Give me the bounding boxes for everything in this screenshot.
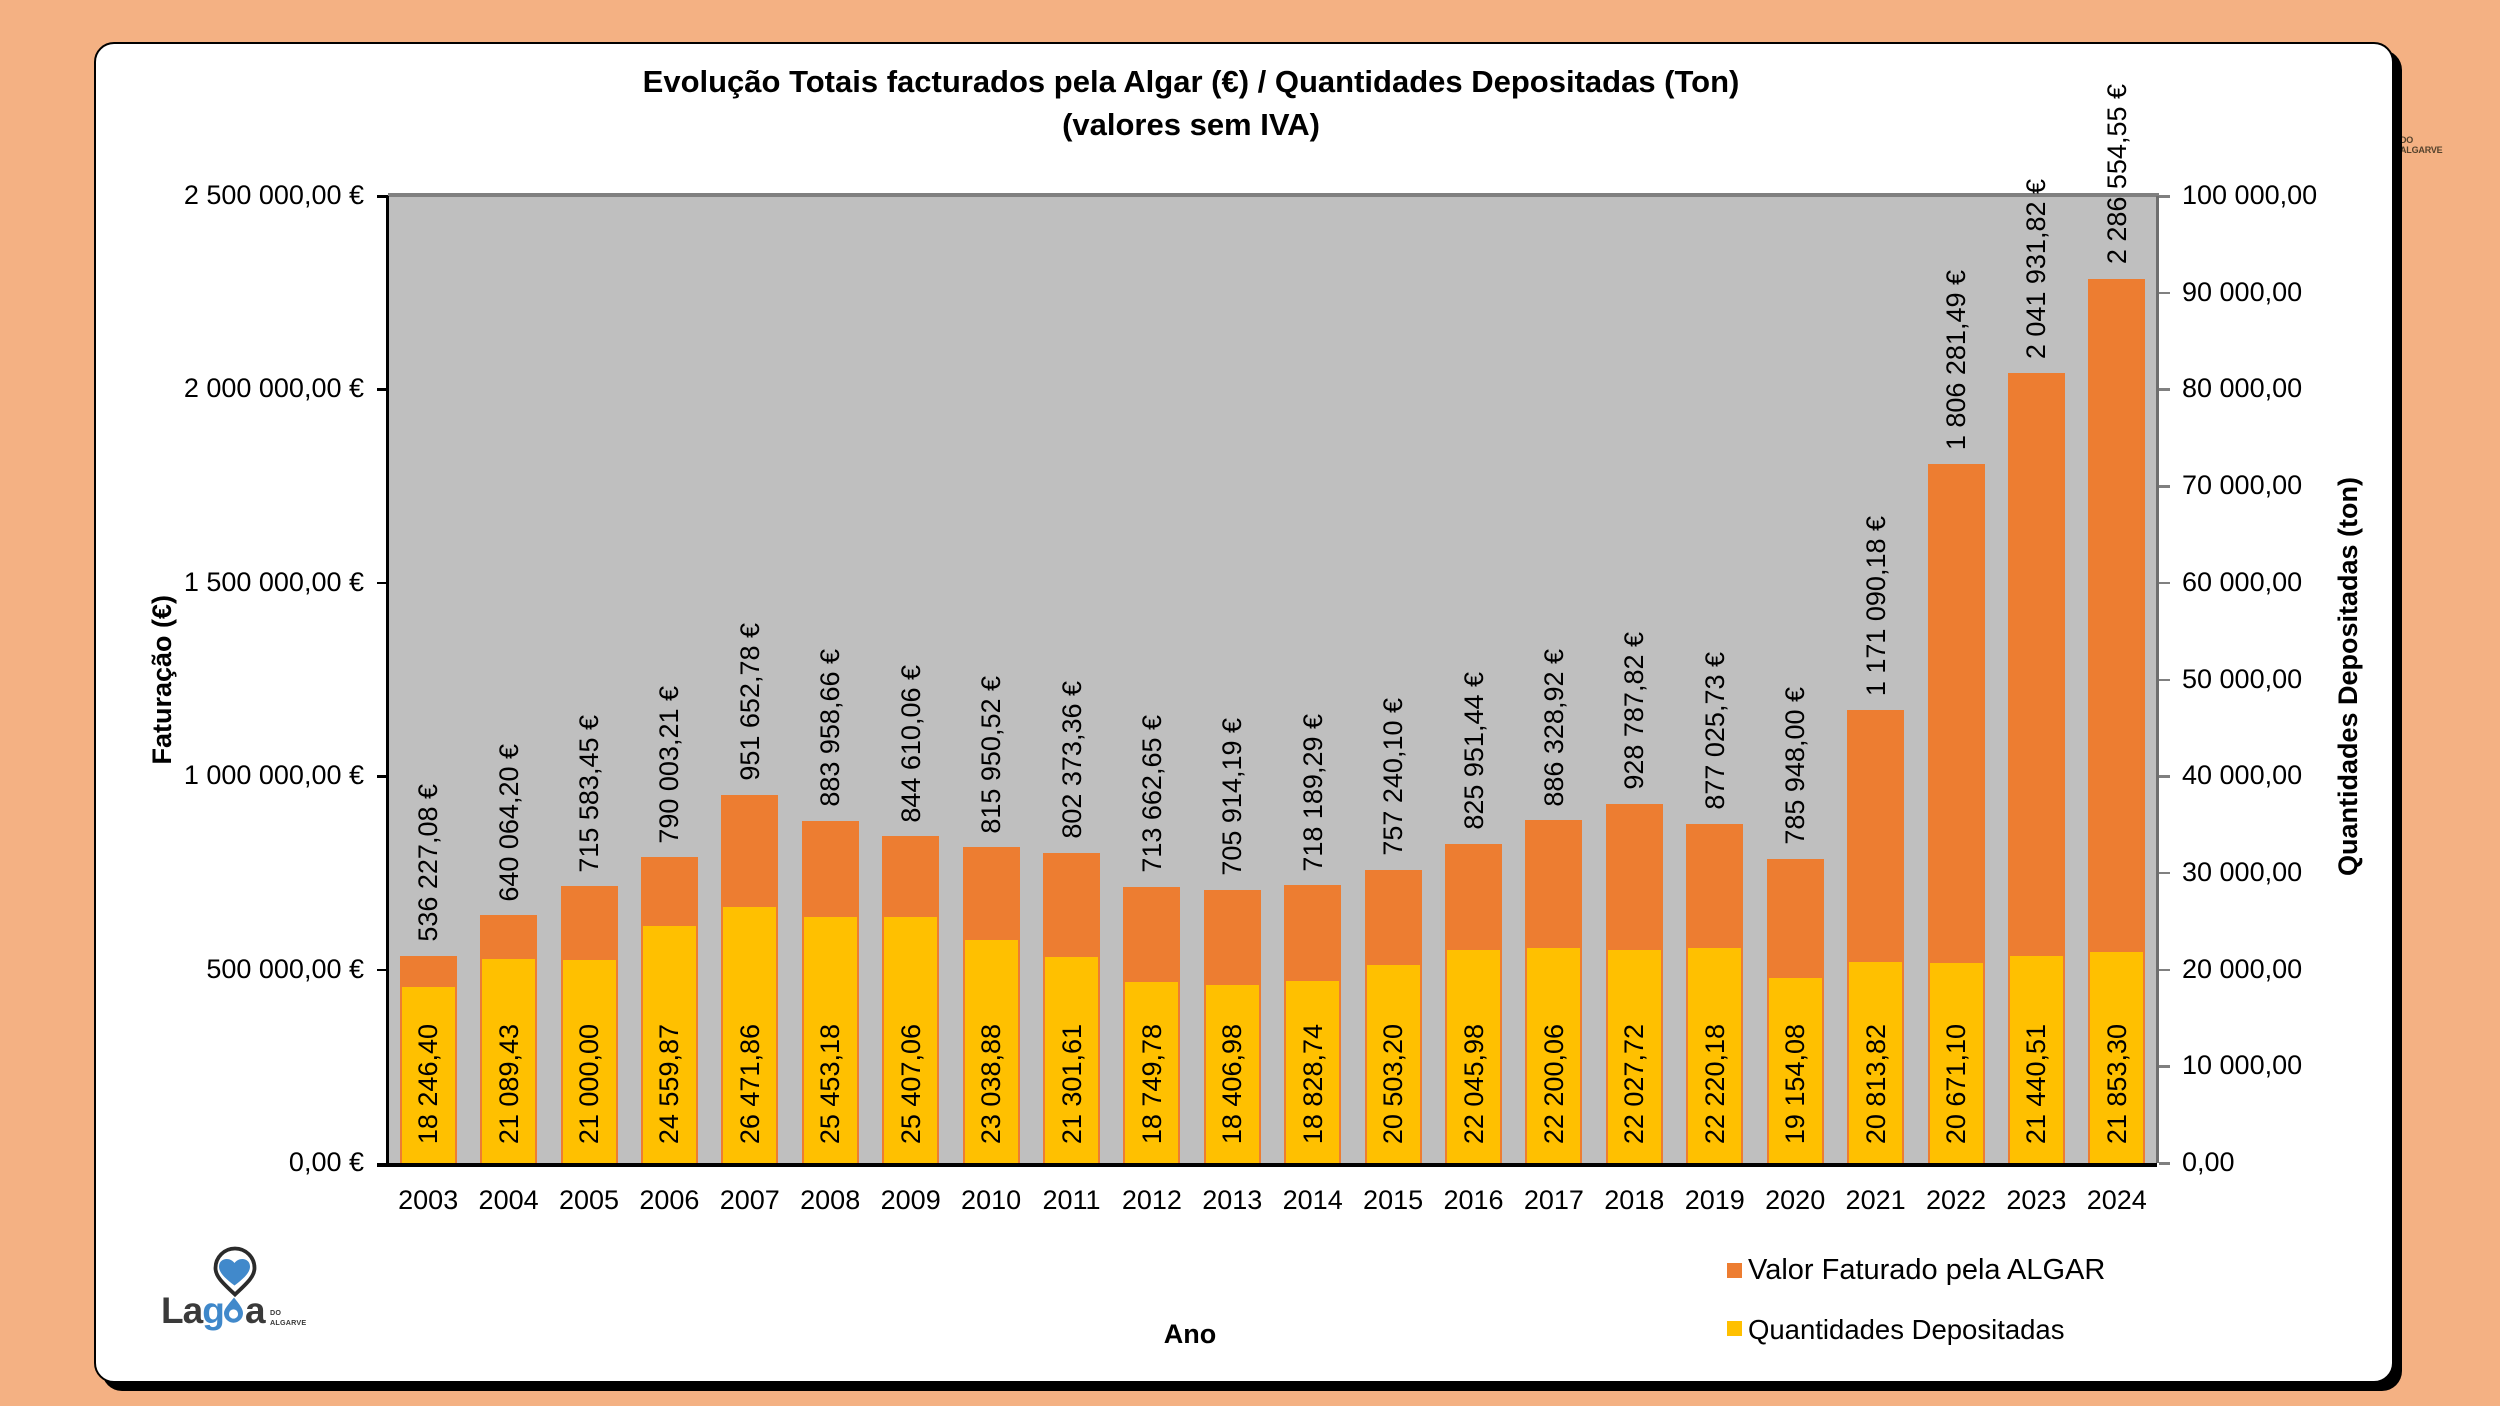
svg-text:DO: DO [270, 1308, 281, 1317]
svg-text:ALGARVE: ALGARVE [270, 1318, 306, 1327]
svg-text:Lag: Lag [161, 1290, 224, 1331]
svg-text:a: a [245, 1290, 266, 1331]
